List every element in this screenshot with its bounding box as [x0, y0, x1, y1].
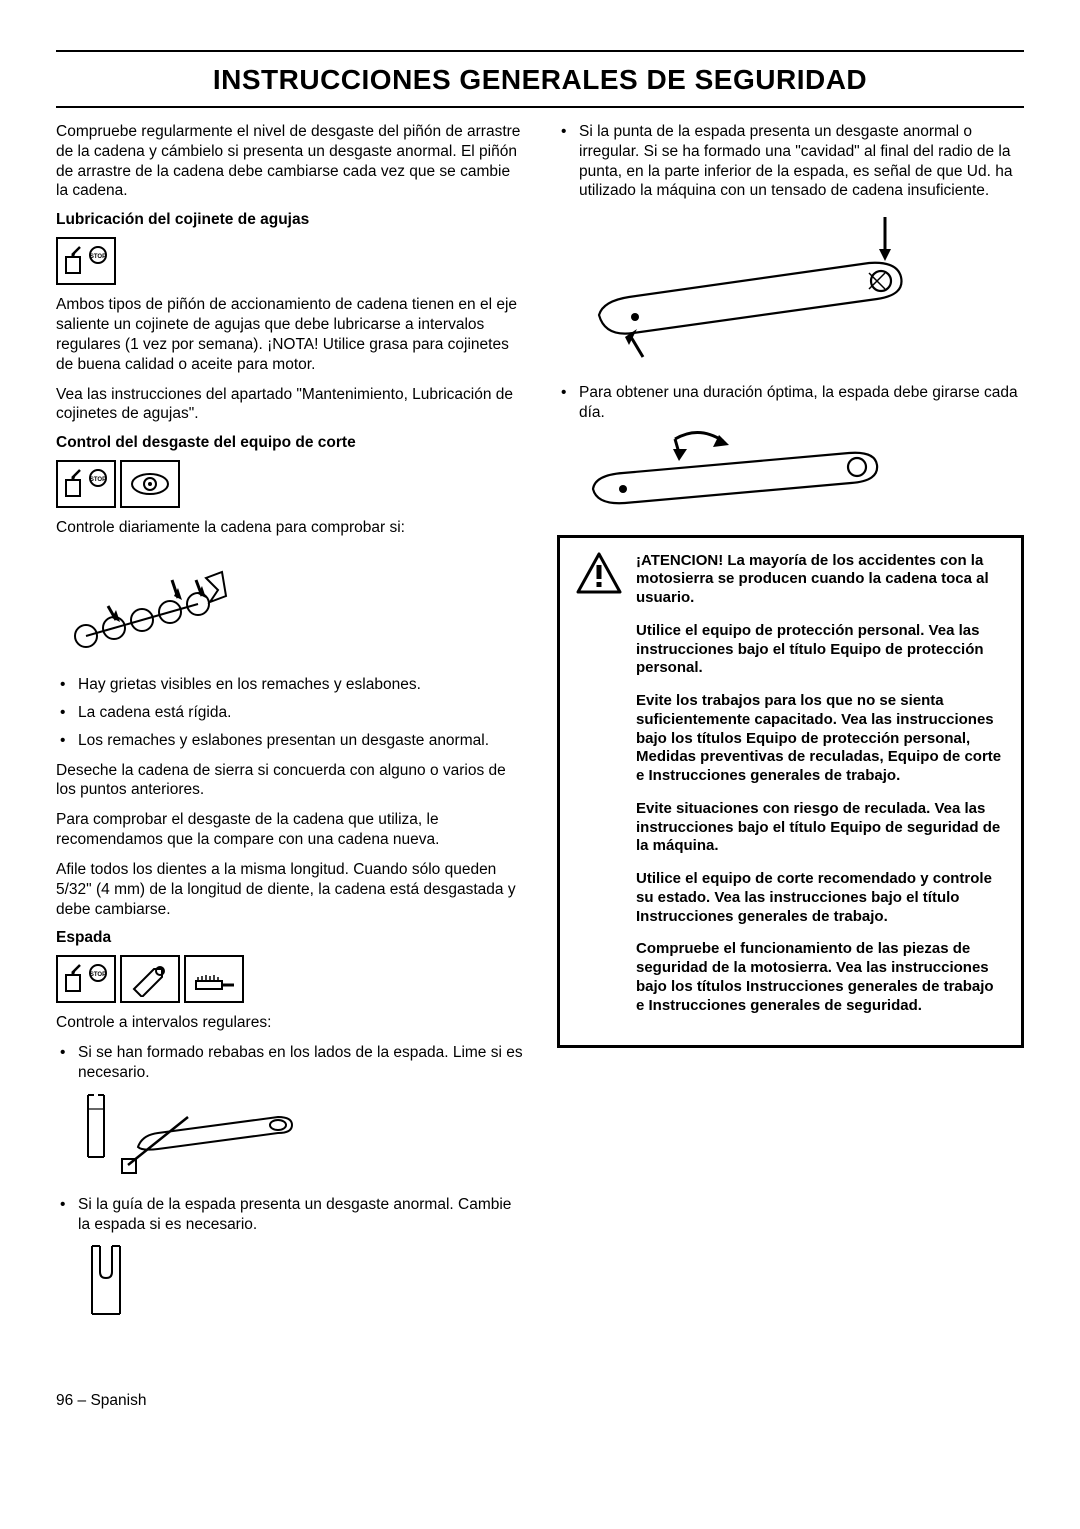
- warning-paragraph: Utilice el equipo de corte recomendado y…: [636, 870, 1005, 926]
- list-item-text: Si la guía de la espada presenta un desg…: [78, 1196, 511, 1233]
- paragraph: Para comprobar el desgaste de la cadena …: [56, 810, 523, 850]
- chain-illustration: [56, 548, 523, 663]
- warning-box: ¡ATENCION! La mayoría de los accidentes …: [557, 535, 1024, 1049]
- warning-paragraph: ¡ATENCION! La mayoría de los accidentes …: [636, 552, 1005, 608]
- stop-oil-icon: STOP: [56, 237, 116, 285]
- list-item: Si la punta de la espada presenta un des…: [557, 122, 1024, 371]
- rule-bottom: [56, 106, 1024, 108]
- subheading: Control del desgaste del equipo de corte: [56, 434, 523, 452]
- icon-row: STOP: [56, 460, 523, 508]
- list-item: Los remaches y eslabones presentan un de…: [56, 731, 523, 751]
- list-item: Hay grietas visibles en los remaches y e…: [56, 675, 523, 695]
- bullet-list: Si se han formado rebabas en los lados d…: [56, 1043, 523, 1334]
- right-column: Si la punta de la espada presenta un des…: [557, 122, 1024, 1346]
- bar-flip-illustration: [579, 427, 1024, 523]
- paragraph: Controle diariamente la cadena para comp…: [56, 518, 523, 538]
- brush-icon: [184, 955, 244, 1003]
- wrench-icon: [120, 955, 180, 1003]
- left-column: Compruebe regularmente el nivel de desga…: [56, 122, 523, 1346]
- bar-wear-illustration: [579, 205, 1024, 371]
- eye-icon: [120, 460, 180, 508]
- paragraph: Afile todos los dientes a la misma longi…: [56, 860, 523, 919]
- document-page: INSTRUCCIONES GENERALES DE SEGURIDAD Com…: [0, 0, 1080, 1450]
- warning-text: ¡ATENCION! La mayoría de los accidentes …: [636, 552, 1005, 1030]
- warning-paragraph: Compruebe el funcionamiento de las pieza…: [636, 940, 1005, 1015]
- warning-paragraph: Evite los trabajos para los que no se si…: [636, 692, 1005, 786]
- bullet-list: Si la punta de la espada presenta un des…: [557, 122, 1024, 523]
- bar-file-illustration: [78, 1087, 523, 1183]
- list-item-text: Si la punta de la espada presenta un des…: [579, 123, 1012, 199]
- svg-text:STOP: STOP: [90, 477, 106, 483]
- subheading: Lubricación del cojinete de agujas: [56, 211, 523, 229]
- warning-paragraph: Evite situaciones con riesgo de reculada…: [636, 800, 1005, 856]
- warning-icon: [576, 552, 622, 1030]
- list-item-text: Si se han formado rebabas en los lados d…: [78, 1044, 523, 1081]
- page-footer: 96 – Spanish: [56, 1392, 1024, 1410]
- stop-oil-icon: STOP: [56, 460, 116, 508]
- svg-text:STOP: STOP: [90, 254, 106, 260]
- stop-oil-icon: STOP: [56, 955, 116, 1003]
- list-item: Para obtener una duración óptima, la esp…: [557, 383, 1024, 522]
- icon-row: STOP: [56, 237, 523, 285]
- bullet-list: Hay grietas visibles en los remaches y e…: [56, 675, 523, 750]
- rule-top: [56, 50, 1024, 52]
- bar-profile-illustration: [78, 1238, 523, 1334]
- list-item: Si la guía de la espada presenta un desg…: [56, 1195, 523, 1334]
- list-item: Si se han formado rebabas en los lados d…: [56, 1043, 523, 1182]
- paragraph: Ambos tipos de piñón de accionamiento de…: [56, 295, 523, 374]
- list-item: La cadena está rígida.: [56, 703, 523, 723]
- paragraph: Deseche la cadena de sierra si concuerda…: [56, 761, 523, 801]
- subheading: Espada: [56, 929, 523, 947]
- paragraph: Controle a intervalos regulares:: [56, 1013, 523, 1033]
- paragraph: Vea las instrucciones del apartado "Mant…: [56, 385, 523, 425]
- list-item-text: Para obtener una duración óptima, la esp…: [579, 384, 1018, 421]
- page-title: INSTRUCCIONES GENERALES DE SEGURIDAD: [56, 64, 1024, 96]
- icon-row: STOP: [56, 955, 523, 1003]
- warning-paragraph: Utilice el equipo de protección personal…: [636, 622, 1005, 678]
- paragraph: Compruebe regularmente el nivel de desga…: [56, 122, 523, 201]
- two-column-layout: Compruebe regularmente el nivel de desga…: [56, 122, 1024, 1346]
- svg-text:STOP: STOP: [90, 972, 106, 978]
